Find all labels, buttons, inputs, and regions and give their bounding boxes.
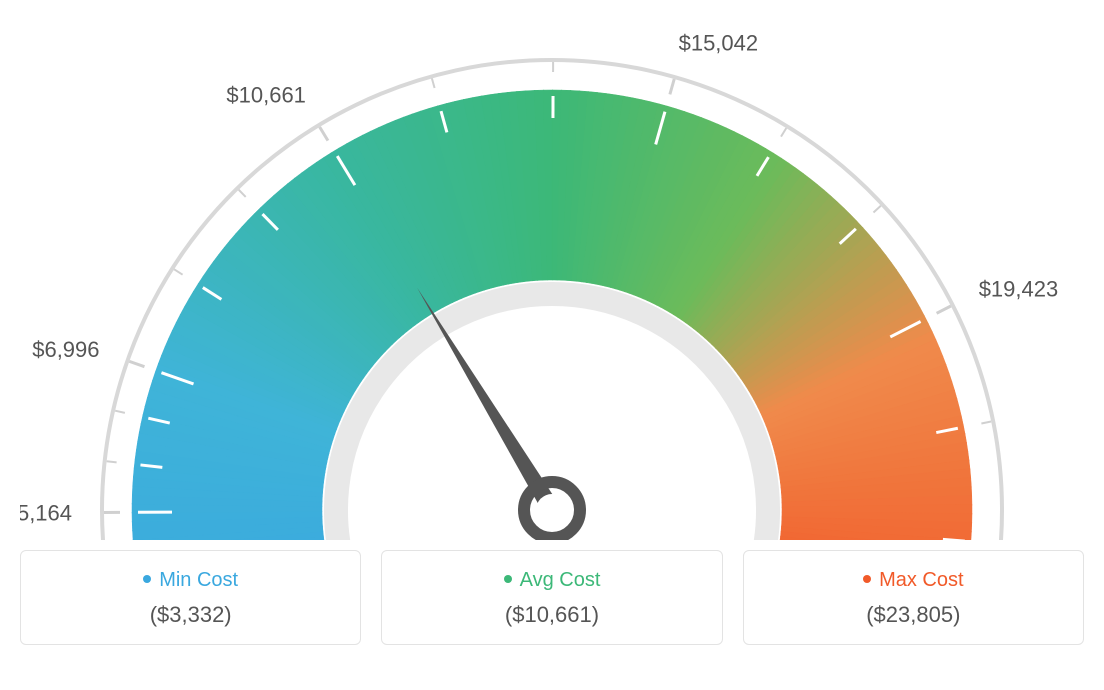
legend-box-max: Max Cost ($23,805) (743, 550, 1084, 645)
chart-container: $3,332$5,164$6,996$10,661$15,042$19,423$… (20, 20, 1084, 645)
legend-avg-title-text: Avg Cost (520, 569, 601, 591)
legend-min-value: ($3,332) (31, 602, 350, 628)
gauge-colored-band (132, 90, 972, 540)
scale-major-tick (670, 79, 674, 94)
legend-max-value: ($23,805) (754, 602, 1073, 628)
gauge-needle-hub-inner (536, 494, 568, 526)
tick-label: $6,996 (32, 337, 99, 362)
dot-icon (863, 575, 871, 583)
dot-icon (504, 575, 512, 583)
legend-avg-value: ($10,661) (392, 602, 711, 628)
dot-icon (143, 575, 151, 583)
scale-major-tick (937, 306, 951, 313)
legend-avg-title: Avg Cost (392, 569, 711, 592)
scale-minor-tick (239, 190, 246, 197)
legend-min-title-text: Min Cost (159, 569, 238, 591)
scale-minor-tick (781, 128, 786, 137)
tick-label: $10,661 (226, 82, 306, 107)
gauge-area: $3,332$5,164$6,996$10,661$15,042$19,423$… (20, 20, 1084, 540)
legend-row: Min Cost ($3,332) Avg Cost ($10,661) Max… (20, 550, 1084, 645)
scale-minor-tick (981, 422, 991, 424)
legend-box-avg: Avg Cost ($10,661) (381, 550, 722, 645)
band-minor-tick (943, 539, 965, 540)
scale-minor-tick (115, 411, 125, 413)
legend-box-min: Min Cost ($3,332) (20, 550, 361, 645)
scale-minor-tick (432, 78, 435, 88)
scale-minor-tick (174, 269, 182, 274)
scale-major-tick (320, 127, 328, 141)
scale-minor-tick (107, 461, 117, 462)
legend-max-title-text: Max Cost (879, 569, 963, 591)
tick-label: $19,423 (979, 277, 1059, 302)
legend-max-title: Max Cost (754, 569, 1073, 592)
scale-minor-tick (873, 206, 880, 213)
tick-label: $5,164 (20, 501, 72, 526)
tick-label: $15,042 (679, 30, 759, 55)
gauge-svg: $3,332$5,164$6,996$10,661$15,042$19,423$… (20, 20, 1084, 540)
legend-min-title: Min Cost (31, 569, 350, 592)
scale-major-tick (129, 361, 144, 366)
